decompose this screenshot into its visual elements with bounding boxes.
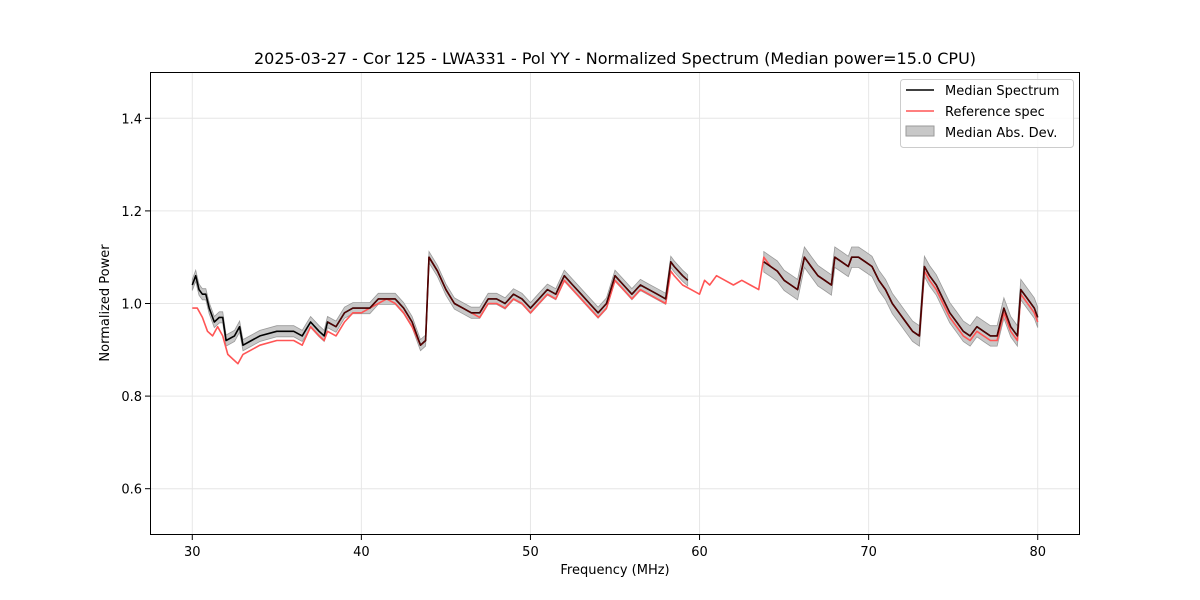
overlap-line (327, 256, 689, 346)
y-tick-label: 1.4 (121, 112, 142, 127)
y-axis-label: Normalized Power (98, 244, 113, 362)
legend-mad-label: Median Abs. Dev. (945, 126, 1057, 141)
x-axis-ticks: 30 40 50 60 70 80 (184, 535, 1046, 560)
median-lines (191, 256, 1039, 347)
legend-box (900, 79, 1074, 148)
y-axis-ticks: 0.6 0.8 1.0 1.2 1.4 (121, 112, 150, 498)
y-tick-label: 0.6 (121, 483, 142, 498)
x-tick-label: 60 (691, 545, 708, 560)
legend-reference-label: Reference spec (945, 105, 1045, 120)
x-tick-label: 50 (522, 545, 539, 560)
x-tick-label: 40 (353, 545, 370, 560)
plot-frame (150, 72, 1080, 535)
overlap-line (763, 256, 1039, 337)
legend: Median Spectrum Reference spec Median Ab… (900, 79, 1074, 148)
chart-title: 2025-03-27 - Cor 125 - LWA331 - Pol YY -… (254, 49, 976, 68)
x-tick-label: 30 (184, 545, 201, 560)
x-tick-label: 70 (860, 545, 877, 560)
y-tick-label: 0.8 (121, 390, 142, 405)
x-tick-label: 80 (1029, 545, 1046, 560)
y-tick-label: 1.0 (121, 298, 142, 313)
legend-median-label: Median Spectrum (945, 84, 1059, 99)
x-axis-label: Frequency (MHz) (560, 563, 669, 578)
y-tick-label: 1.2 (121, 205, 142, 220)
legend-mad-swatch (905, 125, 935, 137)
